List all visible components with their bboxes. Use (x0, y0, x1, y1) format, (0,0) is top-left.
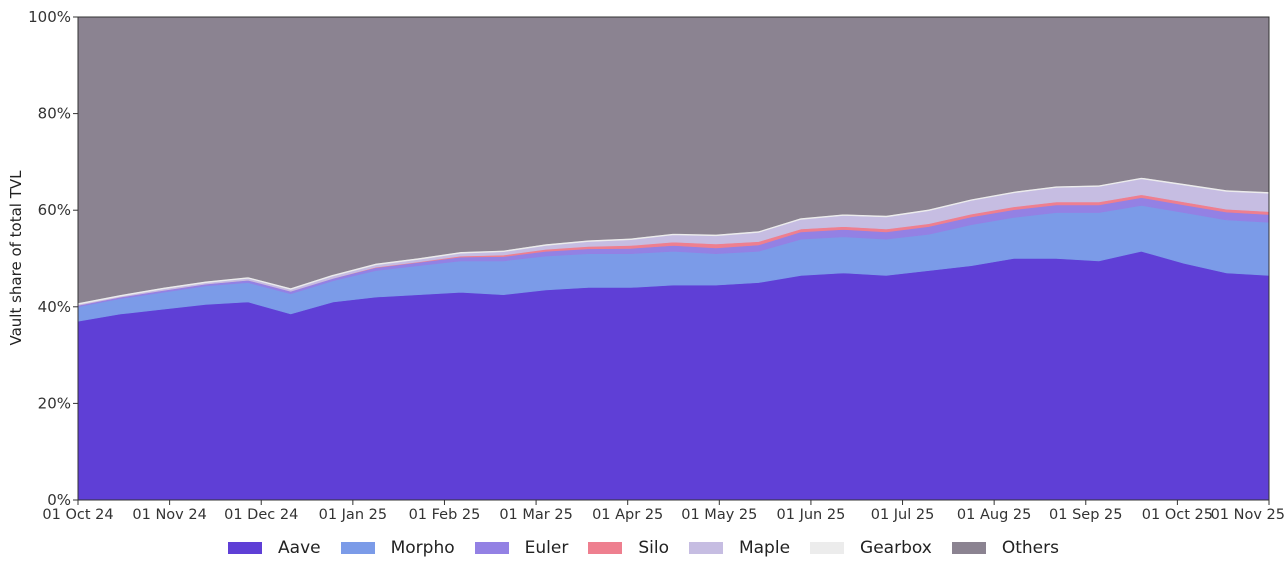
x-tick-label: 01 Dec 24 (224, 507, 298, 523)
legend-item-euler: Euler (474, 538, 569, 558)
y-tick-label: 80% (38, 105, 71, 123)
legend-swatch (951, 542, 986, 554)
x-tick-label: 01 Apr 25 (592, 507, 663, 523)
legend-label: Aave (278, 538, 321, 558)
x-tick-label: 01 Mar 25 (499, 507, 572, 523)
x-tick-label: 01 Jul 25 (871, 507, 935, 523)
legend-label: Gearbox (860, 538, 932, 558)
x-tick-label: 01 Jun 25 (777, 507, 846, 523)
plot-frame (77, 16, 1270, 501)
legend-swatch (688, 542, 723, 554)
x-tick-label: 01 Jan 25 (319, 507, 387, 523)
x-tick-label: 01 Nov 25 (1211, 507, 1285, 523)
axes: 0% 20% 40% 60% 80% 100% 01 Oct 24 01 Nov 24 01 D… (28, 8, 1285, 523)
y-tick-label: 100% (28, 8, 71, 26)
x-tick-label: 01 Nov 24 (132, 507, 206, 523)
legend-item-silo: Silo (588, 538, 669, 558)
legend-item-morpho: Morpho (340, 538, 455, 558)
legend-item-gearbox: Gearbox (810, 538, 932, 558)
legend-item-aave: Aave (228, 538, 321, 558)
y-tick-label: 60% (38, 201, 71, 219)
legend-label: Euler (524, 538, 569, 558)
chart-legend: Aave Morpho Euler Silo Maple Gearbox Others (0, 536, 1287, 560)
x-tick-label: 01 May 25 (681, 507, 757, 523)
legend-label: Morpho (390, 538, 455, 558)
legend-item-others: Others (951, 538, 1059, 558)
y-tick-label: 40% (38, 298, 71, 316)
y-axis-label: Vault share of total TVL (7, 170, 25, 346)
legend-label: Silo (638, 538, 669, 558)
x-tick-label: 01 Oct 25 (1142, 507, 1213, 523)
area-layers (77, 16, 1270, 501)
legend-swatch (340, 542, 375, 554)
y-tick-label: 20% (38, 394, 71, 412)
legend-swatch (228, 542, 263, 554)
legend-swatch (474, 542, 509, 554)
x-tick-label: 01 Oct 24 (42, 507, 113, 523)
legend-swatch (588, 542, 623, 554)
x-tick-label: 01 Aug 25 (957, 507, 1031, 523)
legend-swatch (810, 542, 845, 554)
legend-label: Others (1001, 538, 1059, 558)
y-tick-label: 0% (47, 491, 71, 509)
x-tick-label: 01 Sep 25 (1049, 507, 1122, 523)
legend-item-maple: Maple (688, 538, 791, 558)
legend-label: Maple (738, 538, 791, 558)
x-tick-label: 01 Feb 25 (409, 507, 481, 523)
